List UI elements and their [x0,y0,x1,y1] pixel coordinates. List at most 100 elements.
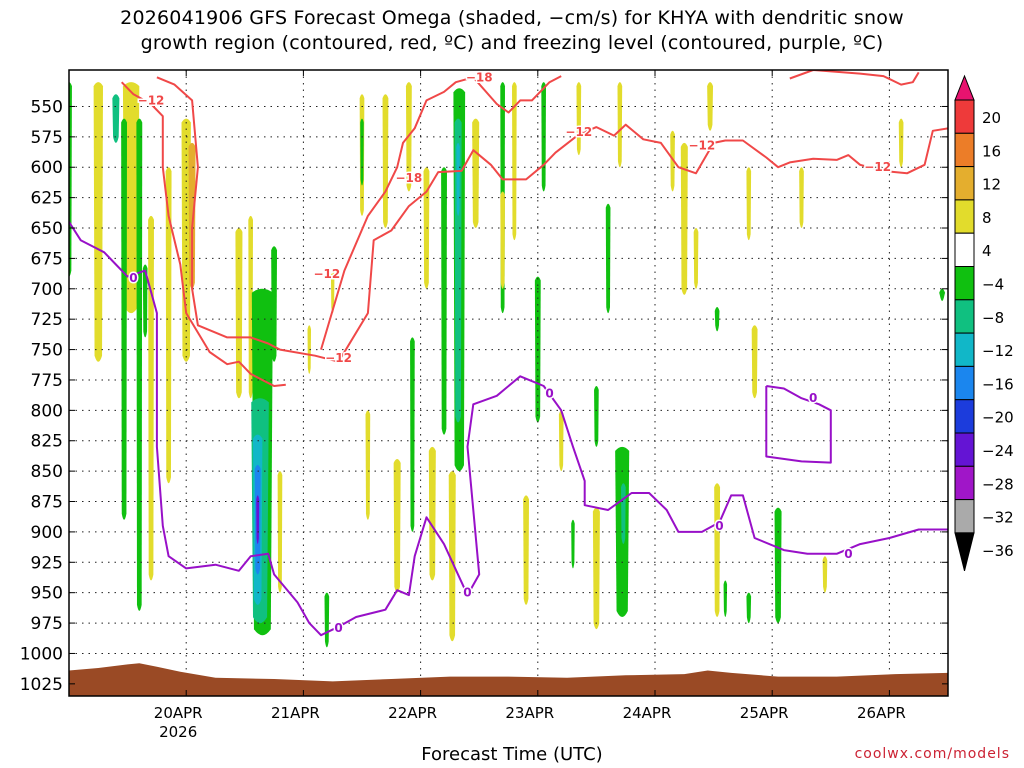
omega-shade-teal [112,94,120,143]
omega-shade-yellow [382,94,389,229]
omega-shade-yellow [751,325,758,399]
colorbar-swatch [954,299,975,334]
omega-shade-yellow [799,167,804,229]
y-tick-label: 625 [31,189,63,209]
x-tick-label: 23APR [505,704,554,722]
colorbar-label: −20 [982,409,1014,427]
colorbar-label: −36 [982,542,1014,560]
contour-label-red: −18 [395,171,422,185]
omega-shade-yellow [122,82,140,314]
colorbar-swatch [954,132,975,168]
omega-shade-green [121,118,128,520]
y-tick-label: 950 [31,584,63,604]
contour-label-red: −18 [466,70,493,84]
y-tick-label: 900 [31,523,63,543]
colorbar-swatch [954,166,975,201]
contour-red-dgz [156,76,948,363]
y-tick-label: 650 [31,219,63,239]
y-tick-label: 800 [31,401,63,421]
colorbar-label: 12 [982,176,1001,194]
x-tick-label: 24APR [623,704,672,722]
omega-shade-yellow [746,167,752,241]
omega-shading [69,82,946,648]
y-tick-label: 1025 [20,675,63,695]
omega-shade-green [774,507,782,624]
y-tick-label: 875 [31,493,63,513]
omega-shade-yellow [898,118,904,168]
contour-label-purple: 0 [844,547,852,561]
y-tick-label: 750 [31,341,63,361]
colorbar-label: 4 [982,242,992,260]
contour-label-purple: 0 [545,386,553,400]
colorbar-label: 20 [982,109,1001,127]
colorbar-swatch [954,266,975,301]
omega-shade-yellow [428,446,436,581]
omega-shade-green [410,337,415,532]
contour-label-red: −12 [864,160,891,174]
omega-shade-yellow [523,495,530,605]
contour-red-dgz [120,81,286,387]
omega-shade-yellow [248,215,254,399]
omega-shade-yellow [307,325,312,374]
y-tick-label: 825 [31,432,63,452]
contour-red-dgz [320,75,562,350]
y-tick-label: 550 [31,97,63,117]
omega-shade-green [360,118,364,186]
omega-shade-green [136,118,143,611]
omega-shade-yellow [148,215,154,581]
omega-shade-green [324,592,330,648]
colorbar-label: −28 [982,475,1014,493]
omega-shade-yellow [165,167,172,484]
omega-shade-green [271,246,278,362]
omega-shade-yellow [512,82,517,241]
omega-shade-yellow [558,410,564,472]
terrain-ground [69,663,948,696]
colorbar-label: −4 [982,276,1004,294]
x-tick-label: 25APR [740,704,789,722]
colorbar-label: −16 [982,375,1014,393]
contour-label-red: −12 [313,267,340,281]
axes: 550 575 600 625 650 675 700 725 750 775 800 825 850 8… [20,69,949,741]
y-tick-label: 850 [31,462,63,482]
contour-label-purple: 0 [334,621,342,635]
colorbar-swatch [954,499,975,534]
omega-shade-yellow [277,471,283,593]
colorbar-label: −8 [982,309,1004,327]
omega-shade-yellow [592,507,600,630]
omega-shade-green [605,203,611,314]
contour-label-purple: 0 [129,271,137,285]
omega-shade-violet [256,495,260,545]
plot-area [69,70,948,696]
omega-shade-yellow [423,167,430,289]
colorbar-swatch [954,199,975,234]
contour-label-red: −12 [138,93,165,107]
colorbar-top-arrow [954,74,975,101]
contour-red-dgz [789,70,920,86]
y-tick-label: 1000 [20,644,63,664]
x-tick-sublabel-year: 2026 [159,723,197,741]
contour-label-red: −12 [565,125,592,139]
credit-link[interactable]: coolwx.com/models [854,746,1010,762]
colorbar-label: 16 [982,142,1001,160]
colorbar-swatch [954,399,975,434]
omega-shade-teal [454,118,462,423]
contour-label-red: −12 [688,138,715,152]
chart-title-line1: 2026041906 GFS Forecast Omega (shaded, −… [120,7,904,29]
omega-shade-yellow [235,228,243,399]
x-tick-label: 20APR [154,704,203,722]
omega-shade-yellow [365,410,371,520]
contour-label-purple: 0 [809,391,817,405]
colorbar-swatch [954,365,975,401]
x-tick-label: 22APR [388,704,437,722]
omega-shade-yellow [448,471,456,642]
colorbar-label: −12 [982,342,1014,360]
contours: −12 −18 −12 −18 −12 −12 −12 −12 0 0 0 0 0 0 0 [69,70,948,636]
omega-shade-yellow [707,82,714,131]
y-tick-label: 575 [31,128,63,148]
colorbar: 20 16 12 8 4 −4 −8 −12 −16 −20 −24 −28 −32 −36 [954,74,1014,572]
y-tick-label: 675 [31,249,63,269]
y-tick-label: 925 [31,553,63,573]
omega-shade-green [571,519,575,569]
x-axis-label: Forecast Time (UTC) [421,744,603,765]
